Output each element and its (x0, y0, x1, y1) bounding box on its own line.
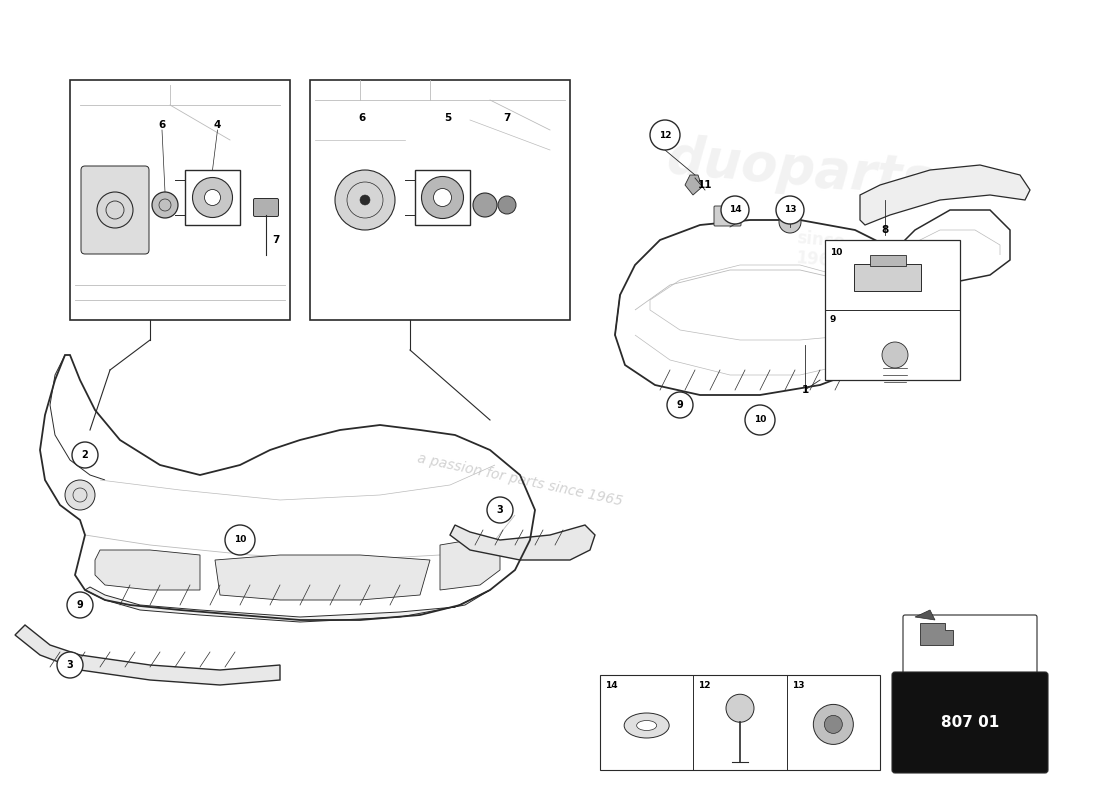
Text: 1: 1 (802, 385, 808, 395)
Circle shape (882, 342, 908, 368)
Bar (310, 80, 570, 320)
Circle shape (498, 196, 516, 214)
Text: duoparts: duoparts (664, 133, 935, 207)
Circle shape (667, 392, 693, 418)
Ellipse shape (624, 713, 669, 738)
Text: 3: 3 (496, 505, 504, 515)
Text: 8: 8 (881, 225, 889, 235)
Polygon shape (450, 525, 595, 560)
Bar (600, 675, 880, 770)
Circle shape (72, 442, 98, 468)
Text: since
1965: since 1965 (794, 229, 846, 271)
Circle shape (336, 170, 395, 230)
FancyBboxPatch shape (315, 100, 405, 310)
Text: 7: 7 (504, 113, 510, 123)
FancyBboxPatch shape (185, 170, 240, 225)
Text: 5: 5 (444, 113, 451, 123)
Text: 9: 9 (676, 400, 683, 410)
Polygon shape (920, 623, 953, 645)
Circle shape (433, 189, 451, 206)
Text: 10: 10 (234, 535, 246, 545)
FancyBboxPatch shape (81, 166, 148, 254)
Text: 13: 13 (792, 681, 804, 690)
Text: 12: 12 (659, 130, 671, 139)
Circle shape (776, 196, 804, 224)
Text: 3: 3 (67, 660, 74, 670)
Bar (70, 80, 290, 320)
Circle shape (152, 192, 178, 218)
Text: 4: 4 (213, 120, 221, 130)
Text: 12: 12 (698, 681, 711, 690)
Text: 13: 13 (783, 206, 796, 214)
Circle shape (421, 177, 463, 218)
Polygon shape (214, 555, 430, 600)
Text: 10: 10 (830, 248, 843, 257)
Polygon shape (95, 550, 200, 590)
Circle shape (824, 715, 843, 734)
Polygon shape (685, 175, 702, 195)
FancyBboxPatch shape (869, 254, 905, 266)
Polygon shape (860, 165, 1030, 225)
Circle shape (226, 525, 255, 555)
Text: 14: 14 (605, 681, 617, 690)
Circle shape (205, 190, 220, 206)
Text: 2: 2 (81, 450, 88, 460)
Text: 6: 6 (359, 113, 365, 123)
FancyBboxPatch shape (903, 615, 1037, 674)
Circle shape (360, 195, 370, 205)
Circle shape (97, 192, 133, 228)
Circle shape (745, 405, 776, 435)
Circle shape (720, 196, 749, 224)
Circle shape (779, 211, 801, 233)
FancyBboxPatch shape (714, 206, 741, 226)
Polygon shape (85, 587, 490, 622)
Text: 10: 10 (754, 415, 767, 425)
Text: 7: 7 (273, 235, 279, 245)
FancyBboxPatch shape (892, 672, 1048, 773)
Ellipse shape (637, 721, 657, 730)
Polygon shape (915, 610, 935, 620)
Text: 14: 14 (728, 206, 741, 214)
Circle shape (192, 178, 232, 218)
Polygon shape (15, 625, 280, 685)
Circle shape (487, 497, 513, 523)
Text: 6: 6 (158, 120, 166, 130)
Polygon shape (440, 540, 500, 590)
Bar (825, 240, 960, 380)
Circle shape (57, 652, 82, 678)
Circle shape (650, 120, 680, 150)
FancyBboxPatch shape (854, 264, 921, 291)
Text: 9: 9 (77, 600, 84, 610)
Circle shape (726, 694, 754, 722)
Circle shape (67, 592, 94, 618)
Circle shape (473, 193, 497, 217)
Text: 11: 11 (697, 180, 713, 190)
FancyBboxPatch shape (415, 170, 470, 225)
Text: a passion for parts since 1965: a passion for parts since 1965 (416, 451, 624, 509)
Circle shape (813, 705, 854, 744)
Circle shape (65, 480, 95, 510)
FancyBboxPatch shape (253, 198, 278, 217)
Text: 807 01: 807 01 (940, 715, 999, 730)
Text: 9: 9 (830, 315, 836, 324)
